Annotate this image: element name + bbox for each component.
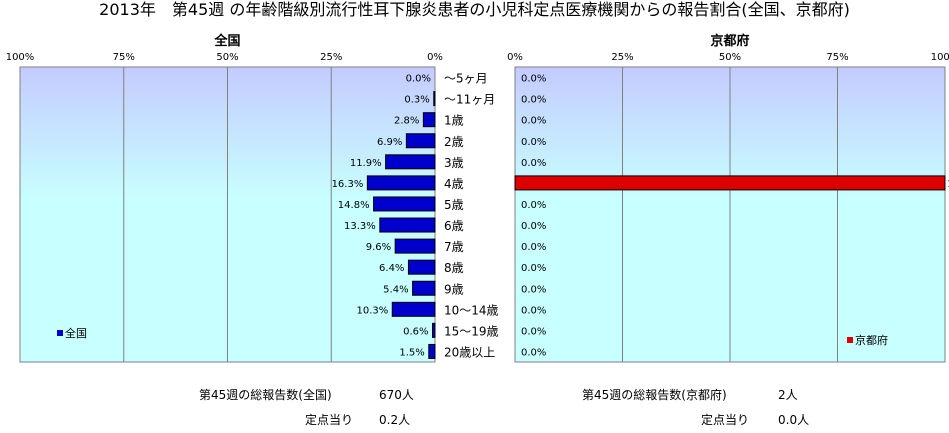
national-bar-3 [405,133,436,149]
national-bar-12 [432,322,436,338]
national-value-label: 5.4% [383,284,408,295]
national-value-label: 0.6% [403,326,428,337]
national-value-label: 14.8% [338,200,370,211]
kyoto-value-label: 0.0% [521,137,546,148]
national-bar-5 [366,175,436,191]
kyoto-legend-label: 京都府 [855,333,888,347]
kyoto-legend-swatch [847,337,853,343]
kyoto-value-label: 0.0% [521,305,546,316]
category-label: 10～14歳 [444,303,499,317]
category-label: 7歳 [444,240,464,254]
national-legend-label: 全国 [65,326,87,340]
kyoto-tick-label: 75% [826,52,848,63]
national-bar-13 [428,343,436,359]
kyoto-value-label: 0.0% [521,326,546,337]
kyoto-value-label: 0.0% [521,74,546,85]
national-value-label: 2.8% [394,116,419,127]
kyoto-tick-label: 25% [611,52,633,63]
national-value-label: 6.4% [379,263,404,274]
national-total-value: 670人 [379,388,414,402]
kyoto-value-label: 0.0% [521,116,546,127]
kyoto-per-site-label: 定点当り [701,413,750,427]
kyoto-value-label: 0.0% [521,158,546,169]
national-tick-label: 0% [427,52,443,63]
national-bar-4 [385,154,436,170]
national-value-label: 13.3% [344,221,376,232]
national-value-label: 1.5% [399,347,424,358]
kyoto-tick-label: 50% [719,52,741,63]
national-bar-9 [407,259,436,275]
national-bar-6 [373,196,436,212]
national-tick-label: 50% [216,52,238,63]
national-per-site-label: 定点当り [305,413,354,427]
national-tick-label: 100% [6,52,35,63]
category-label: 9歳 [444,282,464,296]
kyoto-tick-label: 100% [931,52,949,63]
kyoto-value-label: 0.0% [521,221,546,232]
kyoto-value-label: 0.0% [521,347,546,358]
kyoto-panel-title: 京都府 [710,33,749,49]
category-label: 6歳 [444,219,464,233]
national-value-label: 16.3% [332,179,364,190]
kyoto-value-label: 0.0% [521,200,546,211]
national-value-label: 6.9% [377,137,402,148]
category-label: 1歳 [444,114,464,128]
national-value-label: 9.6% [366,242,391,253]
national-value-label: 0.3% [404,95,429,106]
kyoto-total-value: 2人 [778,388,798,402]
national-total-label: 第45週の総報告数(全国) [199,388,332,402]
kyoto-value-label: 0.0% [521,242,546,253]
kyoto-bar-5 [514,175,946,191]
national-bar-7 [379,217,436,233]
national-bar-10 [412,280,436,296]
category-label: 5歳 [444,198,464,212]
kyoto-value-label: 0.0% [521,263,546,274]
kyoto-value-label: 0.0% [521,95,546,106]
national-value-label: 0.0% [406,74,431,85]
national-bar-2 [422,112,436,128]
national-value-label: 11.9% [350,158,382,169]
kyoto-value-label: 100.0% [947,179,949,190]
chart-title: 2013年 第45週 の年齢階級別流行性耳下腺炎患者の小児科定点医療機関からの報… [99,0,850,19]
category-label: ～11ヶ月 [444,93,495,107]
kyoto-tick-label: 0% [507,52,523,63]
national-value-label: 10.3% [356,305,388,316]
national-panel-title: 全国 [213,33,240,49]
kyoto-value-label: 0.0% [521,284,546,295]
kyoto-total-label: 第45週の総報告数(京都府) [582,388,727,402]
national-per-site-value: 0.2人 [379,413,411,427]
category-label: 15～19歳 [444,324,499,338]
category-label: 20歳以上 [444,345,495,359]
national-bar-8 [394,238,436,254]
national-bar-1 [433,91,436,107]
category-label: 3歳 [444,156,464,170]
kyoto-per-site-value: 0.0人 [778,413,810,427]
national-tick-label: 75% [113,52,135,63]
category-label: 8歳 [444,261,464,275]
national-bar-11 [391,301,436,317]
category-label: 4歳 [444,177,464,191]
national-tick-label: 25% [320,52,342,63]
national-legend-swatch [57,330,63,336]
category-label: ～5ヶ月 [444,72,488,86]
category-label: 2歳 [444,135,464,149]
